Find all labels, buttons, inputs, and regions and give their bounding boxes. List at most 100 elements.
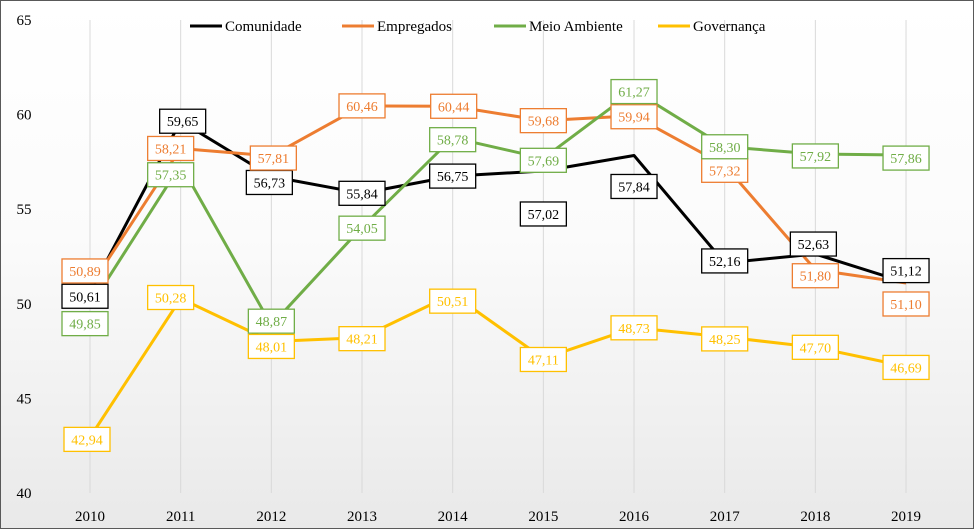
data-label-box bbox=[61, 310, 109, 337]
data-label-box bbox=[61, 283, 109, 309]
data-label-box bbox=[701, 326, 749, 352]
data-label-box bbox=[701, 248, 749, 274]
data-label: 48,73 bbox=[618, 322, 650, 337]
data-label-box bbox=[338, 215, 386, 241]
data-label: 57,35 bbox=[155, 169, 187, 184]
data-label: 51,12 bbox=[890, 265, 922, 280]
data-label: 60,44 bbox=[438, 100, 470, 115]
data-label: 48,01 bbox=[256, 340, 288, 355]
data-label: 52,16 bbox=[709, 255, 741, 270]
data-label: 57,84 bbox=[618, 180, 650, 195]
data-label: 48,25 bbox=[709, 333, 741, 348]
data-label-box bbox=[247, 308, 295, 334]
data-label-box bbox=[791, 143, 840, 169]
x-tick-label: 2019 bbox=[891, 509, 921, 525]
data-label: 55,84 bbox=[346, 187, 378, 202]
data-label: 60,46 bbox=[346, 100, 378, 115]
x-tick-label: 2015 bbox=[528, 509, 558, 525]
data-label-box bbox=[791, 263, 840, 289]
data-label: 57,69 bbox=[528, 154, 560, 169]
x-tick-label: 2012 bbox=[256, 509, 286, 525]
data-label: 58,30 bbox=[709, 141, 741, 156]
data-label: 54,05 bbox=[346, 222, 378, 237]
data-label: 47,11 bbox=[528, 353, 559, 368]
data-label-box bbox=[147, 284, 195, 311]
data-label: 58,78 bbox=[437, 134, 469, 149]
data-label-box bbox=[791, 334, 840, 360]
data-label: 50,28 bbox=[155, 292, 187, 307]
series-line-governança bbox=[88, 292, 907, 439]
data-label-box bbox=[338, 326, 386, 352]
data-label: 42,94 bbox=[71, 433, 103, 448]
data-label: 52,63 bbox=[798, 238, 830, 253]
x-tick-label: 2010 bbox=[75, 509, 105, 525]
data-label-box bbox=[519, 201, 567, 227]
data-label-box bbox=[882, 145, 930, 171]
x-tick-label: 2018 bbox=[800, 509, 830, 525]
data-label-box bbox=[519, 108, 567, 134]
data-label-box bbox=[789, 231, 838, 257]
x-tick-label: 2013 bbox=[347, 509, 377, 525]
legend-label: Governança bbox=[693, 19, 766, 35]
data-label: 59,94 bbox=[618, 111, 650, 126]
y-tick-label: 65 bbox=[17, 13, 32, 29]
data-label-box bbox=[147, 135, 195, 162]
data-label: 48,87 bbox=[256, 315, 288, 330]
data-label: 51,80 bbox=[800, 270, 832, 285]
data-label-box bbox=[882, 257, 930, 284]
data-label: 57,02 bbox=[528, 208, 560, 223]
y-tick-label: 45 bbox=[17, 391, 32, 407]
series-line-meio-ambiente bbox=[88, 89, 907, 327]
legend-label: Comunidade bbox=[225, 19, 302, 35]
data-label: 57,86 bbox=[890, 152, 922, 167]
data-label-box bbox=[701, 157, 749, 183]
data-label: 61,27 bbox=[618, 86, 650, 101]
data-label-box bbox=[338, 93, 386, 119]
data-label: 51,10 bbox=[890, 298, 922, 313]
data-label-box bbox=[429, 288, 477, 314]
series-line-comunidade bbox=[88, 119, 907, 293]
data-label-box bbox=[249, 145, 297, 171]
data-label: 50,89 bbox=[69, 265, 101, 280]
data-label-box bbox=[519, 147, 567, 173]
data-label-box bbox=[882, 354, 930, 381]
x-tick-label: 2014 bbox=[438, 509, 469, 525]
data-label: 57,81 bbox=[258, 152, 290, 167]
data-label-box bbox=[430, 93, 478, 119]
data-label-box bbox=[610, 173, 658, 200]
data-label: 47,70 bbox=[800, 341, 832, 356]
data-label: 48,21 bbox=[346, 333, 378, 348]
data-label-box bbox=[61, 258, 109, 284]
data-label-box bbox=[63, 426, 111, 453]
data-label-box bbox=[610, 315, 658, 341]
legend-label: Meio Ambiente bbox=[529, 19, 623, 35]
data-label: 56,73 bbox=[254, 176, 286, 191]
y-tick-label: 40 bbox=[17, 486, 32, 502]
data-label-box bbox=[147, 162, 195, 188]
x-tick-label: 2016 bbox=[619, 509, 650, 525]
data-label: 58,21 bbox=[155, 142, 187, 157]
data-label-box bbox=[429, 127, 477, 153]
data-label-box bbox=[610, 104, 658, 130]
data-label: 57,92 bbox=[800, 150, 832, 165]
data-label: 59,68 bbox=[528, 115, 560, 130]
data-label-box bbox=[610, 78, 658, 105]
data-label: 49,85 bbox=[69, 318, 101, 333]
data-label: 50,51 bbox=[437, 295, 469, 310]
data-label: 59,65 bbox=[167, 115, 199, 130]
y-tick-label: 55 bbox=[17, 202, 32, 218]
data-label: 46,69 bbox=[890, 361, 922, 376]
data-label-box bbox=[882, 291, 930, 317]
data-label-box bbox=[701, 134, 749, 160]
data-label-box bbox=[338, 180, 386, 206]
x-tick-label: 2017 bbox=[710, 509, 741, 525]
data-label-box bbox=[429, 163, 477, 189]
data-label-box bbox=[159, 108, 207, 134]
series-line-empregados bbox=[88, 104, 907, 288]
data-label-box bbox=[519, 346, 567, 373]
data-label: 57,32 bbox=[709, 164, 741, 179]
y-tick-label: 60 bbox=[17, 108, 32, 124]
data-label-box bbox=[247, 333, 295, 360]
data-label: 56,75 bbox=[437, 170, 469, 185]
